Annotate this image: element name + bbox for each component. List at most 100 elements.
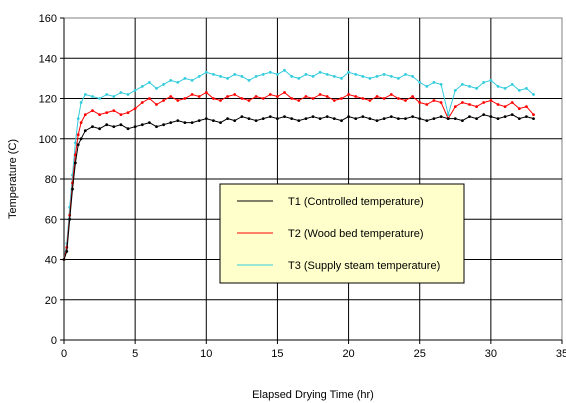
data-point-t3 (304, 73, 308, 76)
data-point-t3 (98, 97, 101, 100)
data-point-t1 (418, 117, 422, 120)
data-point-t1 (62, 258, 66, 261)
x-tick-label: 10 (200, 348, 212, 360)
data-point-t3 (517, 89, 521, 92)
data-point-t2 (318, 93, 322, 96)
data-point-t1 (361, 115, 365, 118)
x-tick-label: 30 (485, 348, 497, 360)
data-point-t1 (340, 119, 343, 122)
x-tick-label: 5 (132, 348, 138, 360)
x-tick-label: 35 (556, 348, 566, 360)
data-point-t3 (76, 117, 80, 120)
data-point-t2 (475, 105, 478, 108)
data-point-t1 (475, 117, 478, 120)
data-point-t3 (375, 75, 379, 78)
y-tick-label: 100 (39, 134, 57, 146)
data-point-t1 (219, 121, 222, 124)
data-point-t1 (397, 117, 400, 120)
data-point-t2 (425, 103, 429, 106)
data-point-t1 (290, 117, 294, 120)
data-point-t3 (276, 73, 279, 76)
data-point-t2 (83, 113, 87, 116)
legend-label-t3: T3 (Supply steam temperature) (288, 260, 440, 272)
data-point-t2 (389, 93, 393, 96)
data-point-t2 (140, 101, 144, 104)
data-point-t1 (226, 117, 230, 120)
data-point-t3 (340, 77, 343, 80)
data-point-t2 (468, 103, 471, 106)
data-point-t2 (268, 93, 272, 96)
data-point-t3 (112, 95, 116, 98)
data-point-t1 (204, 117, 208, 120)
data-point-t3 (297, 77, 301, 80)
data-point-t3 (325, 73, 329, 76)
data-point-t2 (368, 99, 372, 102)
legend: T1 (Controlled temperature) T2 (Wood bed… (219, 183, 465, 284)
data-point-t3 (176, 81, 180, 84)
data-point-t1 (382, 117, 386, 120)
data-point-t3 (432, 81, 436, 84)
data-point-t1 (176, 119, 180, 122)
data-point-t1 (212, 119, 215, 122)
series-layer (62, 68, 535, 261)
data-point-t1 (510, 113, 514, 116)
data-point-t1 (453, 117, 457, 120)
data-point-t3 (119, 91, 123, 94)
data-point-t2 (240, 97, 244, 100)
data-point-t3 (311, 75, 315, 78)
y-tick-label: 120 (39, 94, 57, 106)
data-point-t3 (79, 101, 83, 104)
data-point-t1 (297, 119, 301, 122)
data-point-t1 (404, 117, 407, 120)
data-point-t2 (79, 121, 83, 124)
data-point-t1 (190, 121, 194, 124)
data-point-t1 (112, 125, 116, 129)
data-point-t1 (76, 143, 80, 147)
data-point-t3 (261, 73, 265, 76)
tick-labels: 0 5 10 15 20 25 30 35 0 20 40 60 80 100 120 140 160 (39, 13, 566, 360)
data-point-t3 (368, 77, 372, 80)
data-point-t1 (233, 119, 237, 122)
data-point-t1 (133, 125, 137, 129)
data-point-t2 (254, 95, 258, 98)
data-point-t3 (532, 93, 535, 96)
data-point-t3 (155, 87, 158, 90)
data-point-t2 (105, 111, 109, 114)
data-point-t1 (65, 250, 69, 253)
data-point-t3 (439, 83, 443, 86)
data-point-t2 (162, 99, 166, 102)
data-point-t2 (411, 95, 414, 98)
data-point-t1 (105, 123, 109, 127)
data-point-t1 (268, 115, 272, 118)
data-point-t2 (91, 109, 94, 112)
data-point-t1 (71, 187, 74, 191)
data-point-t3 (453, 89, 457, 92)
data-point-t1 (91, 125, 94, 129)
data-point-t3 (148, 81, 151, 84)
data-point-t1 (304, 117, 308, 120)
data-point-t1 (79, 137, 83, 141)
data-point-t3 (468, 85, 471, 88)
x-tick-label: 25 (414, 348, 426, 360)
data-point-t2 (489, 99, 493, 102)
data-point-t2 (212, 97, 215, 100)
data-point-t2 (525, 105, 528, 108)
data-point-t1 (74, 161, 77, 165)
data-point-t3 (240, 75, 244, 78)
data-point-t2 (354, 95, 358, 98)
data-point-t3 (162, 83, 166, 86)
data-point-t3 (347, 70, 350, 74)
data-point-t1 (468, 115, 471, 118)
data-point-t3 (525, 87, 528, 90)
data-point-t3 (425, 85, 429, 88)
data-point-t1 (517, 117, 521, 120)
data-point-t1 (283, 115, 286, 118)
data-point-t1 (325, 115, 329, 118)
x-tick-label: 15 (271, 348, 283, 360)
y-tick-label: 60 (45, 214, 57, 226)
data-point-t1 (461, 119, 464, 122)
data-point-t1 (311, 115, 315, 118)
data-point-t3 (290, 75, 294, 78)
data-point-t2 (126, 111, 130, 114)
